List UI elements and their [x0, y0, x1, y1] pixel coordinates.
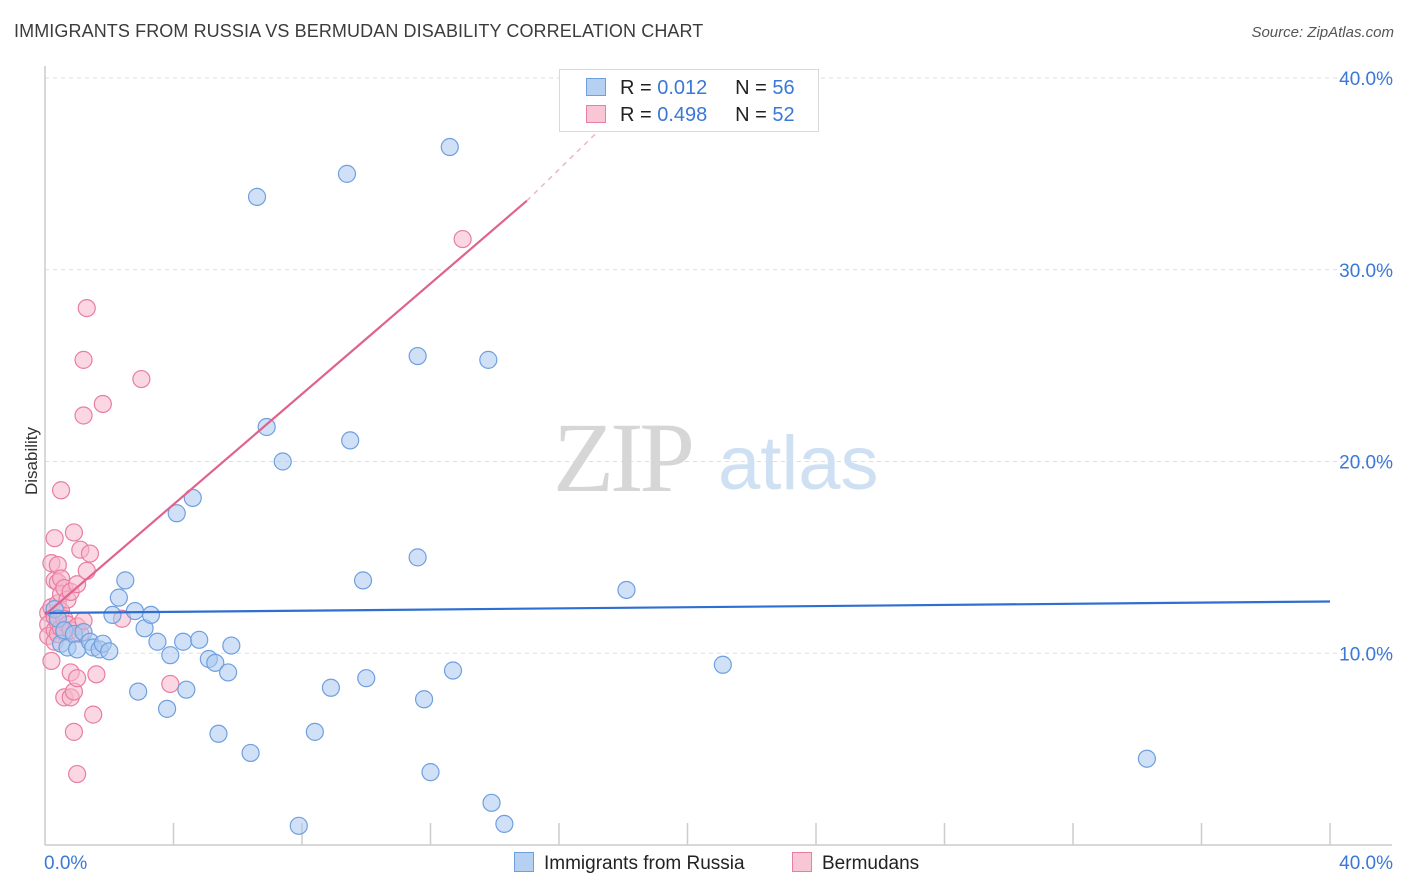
russia-point — [273, 452, 292, 471]
bermudans-point — [80, 544, 100, 563]
bottom-legend-swatch-pink — [792, 852, 812, 872]
legend-n-value-2: 52 — [772, 104, 795, 126]
russia-point — [116, 571, 135, 590]
source-credit: Source: ZipAtlas.com — [1251, 24, 1394, 41]
russia-point — [190, 630, 209, 649]
watermark-atlas: atlas — [718, 421, 879, 506]
bermudans-point — [74, 350, 93, 369]
legend-n-label-2: N = — [735, 104, 767, 126]
trend-lines — [44, 106, 1331, 616]
russia-point — [209, 724, 228, 743]
legend-swatch-pink — [586, 105, 606, 123]
bermudans-point — [45, 529, 64, 548]
y-tick-label: 20.0% — [1339, 453, 1393, 474]
x-tick-label-max: 40.0% — [1339, 853, 1393, 874]
axes — [44, 66, 1392, 846]
gridlines — [45, 77, 1392, 654]
legend-n-label-1: N = — [735, 77, 767, 99]
bottom-legend-label-russia: Immigrants from Russia — [544, 853, 745, 874]
bermudans-point — [68, 764, 87, 784]
russia-point — [341, 431, 360, 450]
russia-point — [353, 571, 373, 590]
russia-point — [482, 793, 501, 812]
bottom-legend-bermudans: Bermudans — [792, 852, 919, 875]
russia-point — [109, 588, 128, 607]
legend-r-value-1: 0.012 — [657, 77, 708, 99]
russia-point — [617, 580, 636, 600]
russia-point — [1137, 749, 1156, 768]
russia-point — [479, 350, 498, 369]
russia-point — [321, 678, 341, 697]
bermudans-point — [64, 523, 84, 542]
russia-point — [100, 642, 119, 661]
russia-points — [45, 137, 1156, 835]
bottom-legend-swatch-blue — [514, 852, 534, 872]
bermudans-point — [87, 665, 106, 684]
bermudans-point — [453, 229, 472, 249]
y-tick-label: 10.0% — [1339, 644, 1393, 665]
russia-point — [257, 417, 276, 437]
russia-point — [148, 632, 167, 651]
legend-r-label-1: R = — [620, 77, 652, 99]
russia-point — [167, 504, 186, 523]
russia-point — [247, 187, 267, 206]
russia-point — [421, 763, 440, 782]
russia-point — [408, 346, 427, 366]
russia-point — [141, 605, 161, 625]
bermudans-point — [84, 705, 103, 724]
russia-point — [713, 655, 732, 674]
russia-point — [161, 646, 180, 665]
bermudans-trend-line — [44, 199, 528, 616]
russia-point — [408, 548, 427, 567]
y-tick-label: 30.0% — [1339, 261, 1393, 282]
bermudans-point — [132, 369, 151, 389]
russia-point — [241, 743, 260, 763]
legend-swatch-blue — [586, 78, 606, 96]
bottom-legend-label-bermudans: Bermudans — [822, 853, 920, 874]
bermudans-point — [93, 394, 112, 414]
russia-point — [174, 632, 193, 651]
tick-labels: 10.0% 20.0% 30.0% 40.0% 0.0% 40.0% — [44, 69, 1393, 874]
russia-point — [440, 137, 459, 157]
russia-point — [129, 682, 148, 701]
bermudans-point — [77, 561, 96, 580]
russia-point — [219, 663, 238, 682]
russia-point — [305, 722, 324, 741]
bermudans-point — [77, 299, 96, 318]
russia-point — [177, 680, 196, 699]
bermudans-point — [74, 406, 93, 425]
bottom-legend-russia: Immigrants from Russia — [514, 852, 745, 875]
correlation-legend: R = 0.012 N = 56 R = 0.498 N = 52 — [559, 69, 819, 132]
russia-point — [222, 636, 241, 655]
bermudans-point — [51, 481, 71, 500]
russia-point — [157, 699, 177, 718]
chart-title: IMMIGRANTS FROM RUSSIA VS BERMUDAN DISAB… — [14, 21, 704, 41]
legend-r-value-2: 0.498 — [657, 104, 708, 126]
russia-point — [103, 605, 122, 625]
russia-point — [495, 814, 514, 834]
russia-point — [337, 164, 357, 183]
russia-point — [414, 690, 434, 709]
y-tick-label: 40.0% — [1339, 69, 1393, 90]
russia-point — [183, 488, 202, 508]
bermudans-point — [161, 674, 180, 694]
x-tick-label-min: 0.0% — [44, 853, 87, 874]
bermudans-points — [39, 229, 472, 784]
bermudans-point — [68, 575, 87, 594]
russia-point — [289, 816, 308, 835]
legend-n-value-1: 56 — [772, 77, 795, 99]
watermark-zip: ZIP — [553, 402, 691, 513]
bermudans-point — [42, 651, 61, 671]
bermudans-point — [64, 722, 84, 741]
russia-point — [357, 669, 376, 688]
legend-r-label-2: R = — [620, 104, 652, 126]
russia-point — [206, 653, 225, 672]
russia-point — [443, 661, 463, 680]
bermudans-point — [68, 669, 87, 688]
watermark: ZIP atlas — [553, 402, 879, 513]
russia-trend-line — [44, 600, 1331, 615]
